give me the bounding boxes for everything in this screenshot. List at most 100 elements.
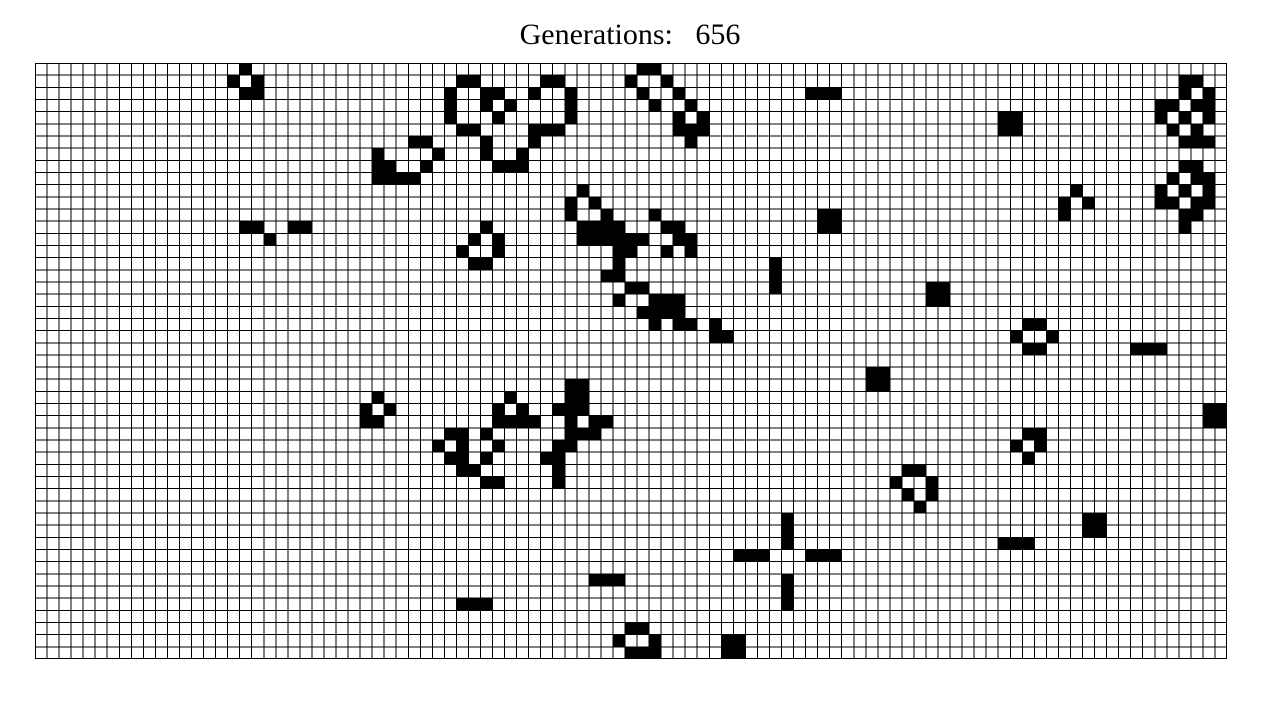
alive-cell[interactable] — [673, 221, 686, 234]
alive-cell[interactable] — [251, 87, 264, 100]
alive-cell[interactable] — [938, 281, 951, 295]
alive-cell[interactable] — [612, 634, 625, 647]
alive-cell[interactable] — [444, 452, 457, 465]
alive-cell[interactable] — [492, 87, 505, 100]
alive-cell[interactable] — [480, 87, 493, 100]
alive-cell[interactable] — [661, 294, 674, 307]
alive-cell[interactable] — [925, 281, 939, 295]
alive-cell[interactable] — [456, 75, 469, 88]
alive-cell[interactable] — [564, 415, 577, 428]
alive-cell[interactable] — [492, 440, 505, 453]
alive-cell[interactable] — [1190, 208, 1203, 222]
alive-cell[interactable] — [480, 598, 493, 611]
alive-cell[interactable] — [805, 549, 818, 562]
alive-cell[interactable] — [1154, 342, 1167, 355]
alive-cell[interactable] — [1166, 123, 1179, 136]
alive-cell[interactable] — [781, 598, 794, 611]
alive-cell[interactable] — [480, 99, 493, 112]
alive-cell[interactable] — [1010, 111, 1023, 124]
alive-cell[interactable] — [516, 160, 529, 173]
alive-cell[interactable] — [637, 63, 650, 76]
alive-cell[interactable] — [504, 391, 517, 404]
alive-cell[interactable] — [564, 391, 577, 404]
alive-cell[interactable] — [781, 586, 794, 599]
alive-cell[interactable] — [360, 415, 373, 428]
alive-cell[interactable] — [492, 415, 505, 428]
alive-cell[interactable] — [1178, 75, 1191, 88]
alive-cell[interactable] — [492, 233, 505, 246]
alive-cell[interactable] — [745, 549, 758, 562]
alive-cell[interactable] — [492, 476, 505, 489]
alive-cell[interactable] — [1202, 184, 1215, 197]
alive-cell[interactable] — [372, 160, 385, 173]
alive-cell[interactable] — [564, 99, 577, 112]
alive-cell[interactable] — [1082, 196, 1095, 209]
alive-cell[interactable] — [588, 427, 601, 441]
alive-cell[interactable] — [612, 221, 625, 234]
alive-cell[interactable] — [1166, 172, 1179, 185]
alive-cell[interactable] — [612, 233, 625, 246]
alive-cell[interactable] — [1178, 87, 1191, 100]
alive-cell[interactable] — [1202, 196, 1215, 209]
alive-cell[interactable] — [564, 208, 577, 222]
alive-cell[interactable] — [263, 233, 276, 246]
alive-cell[interactable] — [1178, 221, 1191, 234]
alive-cell[interactable] — [372, 148, 385, 161]
alive-cell[interactable] — [1034, 342, 1047, 355]
alive-cell[interactable] — [239, 87, 252, 100]
alive-cell[interactable] — [769, 281, 782, 295]
alive-cell[interactable] — [384, 403, 397, 416]
alive-cell[interactable] — [480, 476, 493, 489]
alive-cell[interactable] — [637, 646, 650, 659]
alive-cell[interactable] — [998, 111, 1011, 124]
alive-cell[interactable] — [492, 245, 505, 258]
alive-cell[interactable] — [913, 500, 926, 514]
alive-cell[interactable] — [612, 269, 625, 282]
alive-cell[interactable] — [480, 427, 493, 441]
alive-cell[interactable] — [1178, 184, 1191, 197]
alive-cell[interactable] — [673, 306, 686, 319]
alive-cell[interactable] — [552, 123, 565, 136]
alive-cell[interactable] — [649, 63, 662, 76]
alive-cell[interactable] — [528, 135, 541, 149]
alive-cell[interactable] — [649, 318, 662, 331]
alive-cell[interactable] — [576, 184, 589, 197]
alive-cell[interactable] — [480, 221, 493, 234]
alive-cell[interactable] — [649, 646, 662, 659]
alive-cell[interactable] — [612, 573, 625, 587]
alive-cell[interactable] — [829, 221, 842, 234]
alive-cell[interactable] — [287, 221, 300, 234]
alive-cell[interactable] — [456, 464, 469, 477]
alive-cell[interactable] — [468, 123, 481, 136]
alive-cell[interactable] — [1154, 111, 1167, 124]
alive-cell[interactable] — [1190, 135, 1203, 149]
alive-cell[interactable] — [1166, 196, 1179, 209]
alive-cell[interactable] — [877, 379, 890, 392]
alive-cell[interactable] — [757, 549, 770, 562]
alive-cell[interactable] — [1190, 75, 1203, 88]
alive-cell[interactable] — [420, 160, 433, 173]
alive-cell[interactable] — [552, 75, 565, 88]
alive-cell[interactable] — [1154, 184, 1167, 197]
alive-cell[interactable] — [456, 123, 469, 136]
alive-cell[interactable] — [769, 257, 782, 270]
alive-cell[interactable] — [685, 123, 698, 136]
alive-cell[interactable] — [1178, 111, 1191, 124]
alive-cell[interactable] — [456, 440, 469, 453]
alive-cell[interactable] — [697, 111, 710, 124]
alive-cell[interactable] — [492, 111, 505, 124]
alive-cell[interactable] — [624, 245, 638, 258]
alive-cell[interactable] — [588, 196, 601, 209]
alive-cell[interactable] — [1130, 342, 1143, 355]
alive-cell[interactable] — [673, 294, 686, 307]
alive-cell[interactable] — [600, 233, 613, 246]
alive-cell[interactable] — [624, 233, 638, 246]
alive-cell[interactable] — [600, 269, 613, 282]
alive-cell[interactable] — [649, 634, 662, 647]
alive-cell[interactable] — [1190, 99, 1203, 112]
alive-cell[interactable] — [685, 99, 698, 112]
alive-cell[interactable] — [372, 415, 385, 428]
alive-cell[interactable] — [1022, 342, 1035, 355]
alive-cell[interactable] — [588, 415, 601, 428]
alive-cell[interactable] — [576, 403, 589, 416]
